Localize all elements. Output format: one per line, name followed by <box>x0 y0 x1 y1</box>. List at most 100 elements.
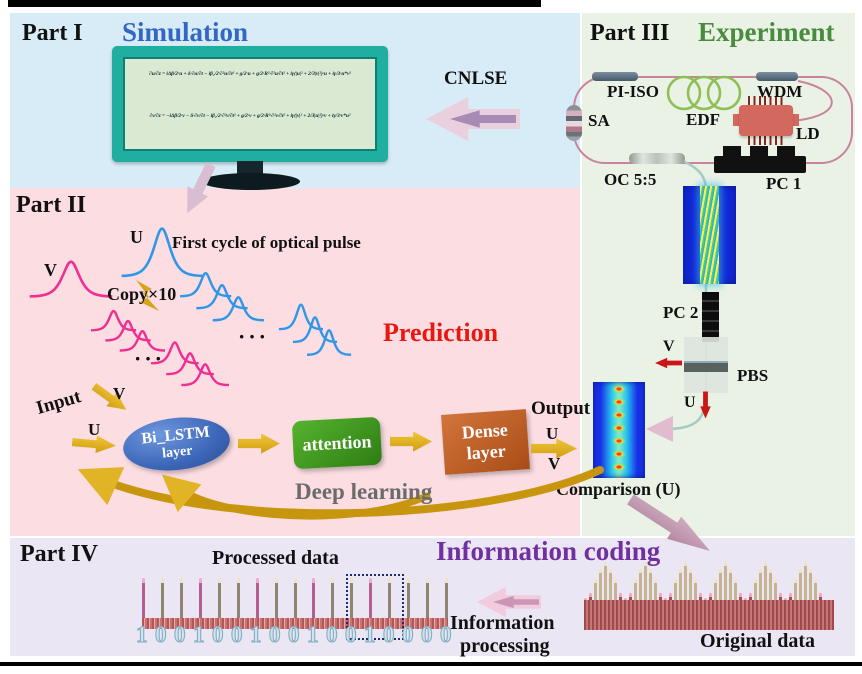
spectrogram-output <box>683 186 736 284</box>
ld-label: LD <box>796 124 820 143</box>
pbs-band <box>684 361 728 372</box>
top-bar <box>8 0 541 7</box>
processed-spike <box>293 578 297 618</box>
original-spike <box>719 568 722 610</box>
processed-data-spikes <box>142 578 448 618</box>
pc1-bump <box>723 146 741 158</box>
equation-2: ∂v/∂z = −iΔβ/2·v − δ·∂v/∂t − iβ₂/2·∂²v/∂… <box>149 113 351 119</box>
original-spike <box>814 578 817 610</box>
processed-data-baseline <box>142 618 448 629</box>
original-spike <box>764 562 767 610</box>
original-spike <box>639 568 642 610</box>
bilstm-label-line2: layer <box>161 443 194 462</box>
processed-spike <box>426 578 430 618</box>
original-spike <box>809 568 812 610</box>
original-spike <box>604 562 607 610</box>
part1-title: Simulation <box>122 17 249 47</box>
output-v-label: V <box>548 454 561 473</box>
dense-node: Dense layer <box>441 409 530 475</box>
original-spike <box>644 562 647 610</box>
original-spike <box>674 578 677 610</box>
dots-u: ··· <box>238 324 270 349</box>
comparison-label: Comparison (U) <box>556 479 681 499</box>
original-spike <box>794 578 797 610</box>
processed-data-label: Processed data <box>212 547 339 569</box>
ld-device <box>739 105 793 136</box>
pulse-triple-u-2 <box>278 297 352 363</box>
ld-pins-bottom <box>748 136 786 145</box>
original-spike <box>684 562 687 610</box>
original-data-baseline <box>584 600 834 630</box>
original-spike <box>774 578 777 610</box>
pc2-label: PC 2 <box>663 303 699 322</box>
ld-pins-top <box>748 96 786 105</box>
wdm-ld-fiber <box>791 80 833 122</box>
pbs-v-label: V <box>663 338 675 355</box>
original-spike <box>799 568 802 610</box>
sa-label: SA <box>588 111 610 130</box>
processed-spike <box>312 578 316 618</box>
original-spike <box>679 568 682 610</box>
oc-label: OC 5:5 <box>604 170 657 189</box>
processed-spike <box>274 578 278 618</box>
processed-spike <box>407 578 411 618</box>
output-u-label: U <box>546 424 559 443</box>
selection-box <box>346 574 404 640</box>
copy-bolt-icon <box>136 280 159 311</box>
original-spike <box>649 568 652 610</box>
spectrogram-comparison <box>593 382 645 478</box>
pi-iso-device <box>592 72 638 81</box>
input-u-label: U <box>88 420 101 439</box>
pulse-v-label: V <box>44 260 57 280</box>
monitor-screen: ∂u/∂z = iΔβ/2·u + δ·∂u/∂t − iβ₂/2·∂²u/∂t… <box>123 57 377 151</box>
edf-coil <box>666 75 742 111</box>
processed-spike <box>445 578 448 618</box>
part2-label: Part II <box>16 192 86 218</box>
processing-label-line2: processing <box>460 635 550 657</box>
processed-spike <box>198 578 202 618</box>
original-spike <box>759 568 762 610</box>
processing-label-line1: Information <box>450 612 555 634</box>
information-processing-arrow-inner <box>493 595 539 609</box>
bottom-rule <box>0 662 862 666</box>
spectrogram-stripe <box>700 186 719 284</box>
pulse-triple-v-1 <box>90 305 166 357</box>
pc1-device <box>714 156 806 173</box>
original-spike <box>769 568 772 610</box>
processed-spike <box>236 578 240 618</box>
part2-title: Prediction <box>383 318 499 347</box>
original-spike <box>754 578 757 610</box>
wdm-device <box>756 72 798 81</box>
first-cycle-label: First cycle of optical pulse <box>172 233 361 252</box>
pulse-triple-v-2 <box>150 336 230 392</box>
equation-1: ∂u/∂z = iΔβ/2·u + δ·∂u/∂t − iβ₂/2·∂²u/∂t… <box>149 71 351 77</box>
comparison-arrowhead <box>646 416 673 442</box>
pc1-bump <box>750 146 768 158</box>
output-label: Output <box>531 398 591 419</box>
original-spike <box>654 578 657 610</box>
original-spike <box>594 578 597 610</box>
dense-label-line2: layer <box>466 440 507 464</box>
attention-label: attention <box>301 430 372 455</box>
part3-title: Experiment <box>698 17 835 47</box>
pbs-device <box>684 337 728 393</box>
wdm-label: WDM <box>757 82 803 101</box>
original-spike <box>694 578 697 610</box>
pbs-u-label: U <box>684 394 696 411</box>
original-spike <box>734 578 737 610</box>
original-spike <box>689 568 692 610</box>
processed-spike <box>350 578 354 618</box>
ld-tab-left <box>733 114 740 126</box>
pbs-v-arrow <box>655 357 682 369</box>
deep-learning-label: Deep learning <box>295 479 433 504</box>
processed-spike <box>369 578 373 618</box>
processed-spike <box>160 578 164 618</box>
edf-label: EDF <box>686 110 720 129</box>
dots-v: ··· <box>134 346 166 371</box>
pulse-v <box>28 256 114 298</box>
monitor-base <box>202 173 300 190</box>
original-spike <box>609 568 612 610</box>
pc2-device <box>702 292 719 342</box>
processed-spike <box>142 578 145 618</box>
processed-spike <box>255 578 259 618</box>
